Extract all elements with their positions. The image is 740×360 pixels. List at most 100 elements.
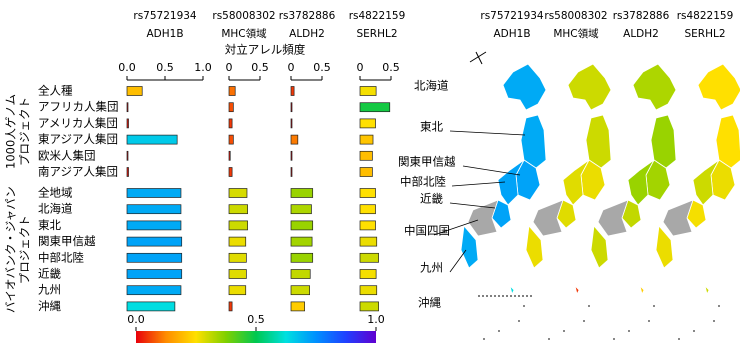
x-tick-label: 0.5	[156, 61, 174, 74]
bar	[228, 150, 231, 161]
map-island	[483, 338, 485, 340]
bar	[126, 102, 129, 113]
bar	[290, 204, 312, 215]
bar	[126, 86, 143, 96]
map-island	[713, 320, 715, 322]
bar	[359, 252, 379, 263]
map-region	[509, 284, 515, 296]
bar	[290, 86, 295, 96]
row-label: 東アジア人集団	[38, 132, 118, 146]
bar	[126, 301, 176, 312]
leader-line	[433, 219, 479, 236]
map-region	[597, 199, 629, 237]
map-region	[574, 284, 580, 296]
map-island	[648, 320, 650, 322]
map-snp-id: rs3782886	[613, 10, 670, 22]
map-island	[613, 338, 615, 340]
map-region	[585, 114, 612, 169]
bar	[228, 285, 247, 296]
map-island	[518, 320, 520, 322]
leader-line	[449, 202, 496, 209]
bar	[126, 167, 129, 177]
map-region	[655, 225, 674, 269]
bar	[290, 188, 314, 198]
bar	[359, 102, 391, 113]
map-region	[715, 114, 740, 169]
gene-name: ADH1B	[146, 28, 183, 40]
map-island	[548, 338, 550, 340]
map-region	[692, 159, 720, 206]
bar	[290, 220, 314, 231]
row-label: 南アジア人集団	[38, 165, 118, 179]
map-region	[627, 159, 655, 206]
map-region-label: 中国四国	[404, 224, 450, 238]
snp-id: rs75721934	[133, 10, 197, 22]
bar	[126, 236, 183, 247]
colorbar-tick-label: 0.0	[127, 313, 145, 326]
bar	[228, 134, 234, 145]
bar	[290, 301, 305, 312]
bar	[126, 118, 129, 129]
map-region-label: 近畿	[420, 192, 443, 206]
row-label: 関東甲信越	[38, 234, 96, 248]
map-region	[567, 63, 612, 111]
map-region	[502, 63, 547, 111]
snp-id: rs4822159	[349, 10, 406, 22]
map-island	[588, 305, 590, 307]
bar	[126, 252, 183, 263]
row-label: 東北	[38, 218, 61, 232]
map-region	[562, 159, 590, 206]
map-region	[520, 114, 547, 169]
leader-line	[449, 249, 467, 273]
colorbar-tick-label: 0.5	[247, 313, 265, 326]
bar	[359, 188, 376, 198]
bar	[359, 220, 376, 231]
map-island	[583, 320, 585, 322]
bar	[359, 236, 378, 247]
bar	[359, 134, 374, 145]
bar	[359, 285, 378, 296]
bar	[359, 150, 373, 161]
row-label: 近畿	[38, 267, 61, 281]
bar	[126, 204, 182, 215]
map-region	[532, 199, 564, 237]
bar	[126, 220, 182, 231]
bar	[126, 150, 129, 161]
x-tick-label: 0.5	[313, 61, 331, 74]
map-snp-id: rs75721934	[480, 10, 544, 22]
bar	[228, 204, 248, 215]
bar	[228, 167, 233, 177]
bar	[126, 269, 183, 279]
bar	[359, 204, 376, 215]
map-region	[632, 63, 677, 111]
row-label: 九州	[38, 283, 61, 297]
map-region-label: 沖縄	[418, 296, 441, 310]
snp-id: rs3782886	[279, 10, 336, 22]
colorbar-tick-label: 1.0	[367, 313, 385, 326]
x-tick-label: 0	[357, 61, 364, 74]
bar	[359, 118, 376, 129]
gene-name: SERHL2	[356, 28, 397, 40]
map-region	[704, 284, 710, 296]
map-island	[718, 305, 720, 307]
map-region	[590, 225, 609, 269]
x-tick-label: 0.5	[251, 61, 269, 74]
map-island	[498, 330, 500, 332]
row-label: 沖縄	[38, 299, 61, 313]
x-tick-label: 0	[288, 61, 295, 74]
row-label: 北海道	[38, 202, 73, 216]
map-island	[678, 338, 680, 340]
map-region-label: 九州	[420, 261, 443, 275]
map-island	[523, 305, 525, 307]
bar	[228, 102, 234, 113]
bar	[290, 167, 293, 177]
map-region-label: 中部北陸	[400, 175, 446, 189]
map-island	[653, 305, 655, 307]
bar	[290, 269, 311, 279]
leader-line	[449, 130, 526, 136]
bar	[228, 252, 247, 263]
x-tick-label: 0.5	[382, 61, 400, 74]
map-region	[662, 199, 694, 237]
map-region	[650, 114, 677, 169]
